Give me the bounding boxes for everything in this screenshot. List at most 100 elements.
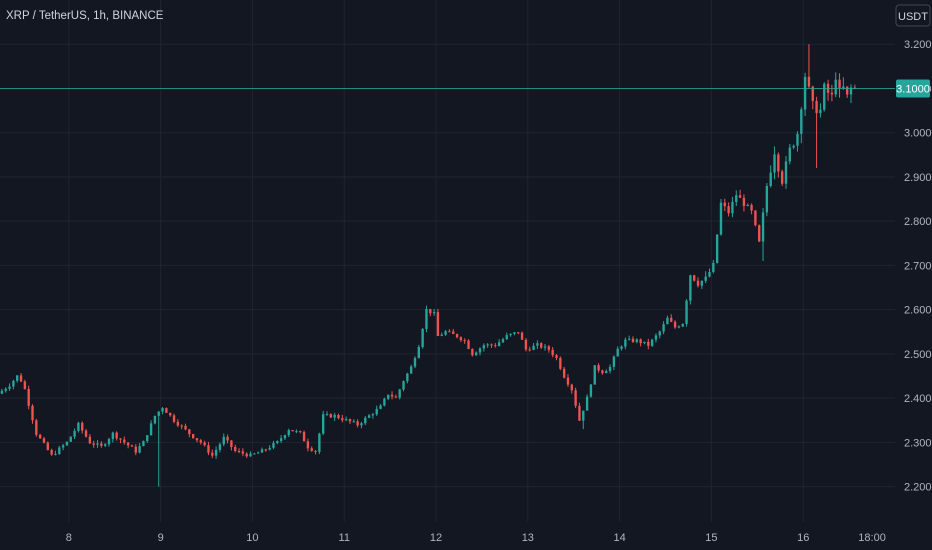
candle [291, 429, 294, 432]
candle [612, 355, 616, 371]
candle-body [306, 441, 310, 449]
candle [700, 280, 704, 289]
candle-body [249, 453, 252, 457]
candle [685, 299, 688, 327]
candle [425, 305, 428, 333]
candle-body [226, 436, 229, 441]
candle-body [180, 425, 183, 427]
candle-body [73, 430, 76, 437]
candle-body [169, 412, 172, 416]
candle [627, 335, 631, 341]
candle-body [761, 212, 765, 242]
x-tick-label: 9 [158, 532, 164, 544]
candle-body [207, 445, 210, 453]
candle-body [673, 321, 677, 328]
candle [501, 337, 505, 344]
candle-body [849, 87, 853, 95]
candle-body [777, 154, 780, 172]
candle-body [195, 438, 199, 441]
candle-body [612, 356, 616, 367]
candle [302, 430, 306, 442]
candle [543, 343, 547, 351]
candle-body [260, 449, 264, 453]
candle [123, 436, 126, 445]
candle-body [520, 332, 524, 340]
candle [364, 415, 367, 426]
candle-body [31, 405, 34, 421]
candle [180, 424, 183, 430]
candle [520, 331, 524, 340]
candle [532, 342, 535, 351]
y-tick-label: 2.2000 [904, 482, 932, 494]
candle [417, 344, 420, 359]
currency-button[interactable]: USDT [895, 4, 931, 27]
candle-body [402, 381, 405, 390]
candle-body [119, 438, 122, 440]
candle [31, 404, 34, 424]
candle-body [624, 339, 627, 347]
candle [826, 79, 830, 101]
candle-body [582, 410, 585, 421]
candle [188, 429, 191, 438]
candle [287, 428, 290, 438]
candle [585, 394, 589, 411]
candle [58, 445, 61, 455]
candle [371, 412, 375, 419]
y-tick-label: 2.5000 [904, 349, 932, 361]
candle-body [647, 341, 650, 346]
candle-body [616, 348, 619, 357]
candle-body [803, 76, 807, 110]
price-axis[interactable]: 2.2000 2.3000 2.4000 2.5000 2.6000 2.7000 2.80… [904, 39, 932, 493]
candle [100, 441, 103, 448]
candle [348, 418, 352, 424]
chart-title: XRP / TetherUS, 1h, BINANCE [6, 10, 164, 22]
candle [727, 202, 730, 217]
candle [842, 77, 845, 90]
candle [322, 410, 325, 435]
candle-body [383, 398, 386, 406]
candle-body [157, 411, 160, 416]
candle [23, 379, 27, 390]
candle-body [662, 324, 665, 332]
candle [834, 72, 837, 98]
candle [172, 413, 176, 424]
candle-body [413, 358, 417, 367]
candle-body [299, 431, 302, 433]
candle [333, 412, 336, 421]
y-tick-label: 3.2000 [904, 39, 932, 51]
x-tick-label: 14 [613, 532, 625, 544]
candle-body [784, 161, 788, 184]
candle-body [509, 333, 512, 336]
candle-body [693, 275, 696, 281]
candle-body [123, 439, 126, 443]
candle-body [574, 390, 577, 406]
candle-body [329, 414, 333, 418]
candle [440, 332, 443, 337]
candle [635, 338, 639, 344]
candle [119, 438, 122, 444]
candle-body [819, 109, 822, 114]
candle [444, 329, 447, 336]
candle [650, 338, 654, 348]
candle-body [715, 234, 719, 263]
candle [295, 429, 298, 434]
candle [429, 308, 432, 317]
candle [107, 437, 111, 447]
candle [218, 442, 222, 453]
candle [658, 330, 661, 339]
candle [750, 203, 753, 215]
candle-body [536, 343, 539, 346]
candle-body [138, 446, 141, 453]
candle [849, 84, 853, 104]
time-axis[interactable]: 8 9 10 11 12 13 14 15 16 18:00 [66, 532, 886, 544]
candle [696, 277, 700, 288]
candle [666, 315, 669, 325]
candle-body [746, 204, 749, 206]
candle [746, 203, 749, 207]
candle-body [344, 419, 348, 421]
candle [191, 433, 195, 439]
y-tick-label: 2.3000 [904, 437, 932, 449]
candle-body [58, 447, 61, 454]
